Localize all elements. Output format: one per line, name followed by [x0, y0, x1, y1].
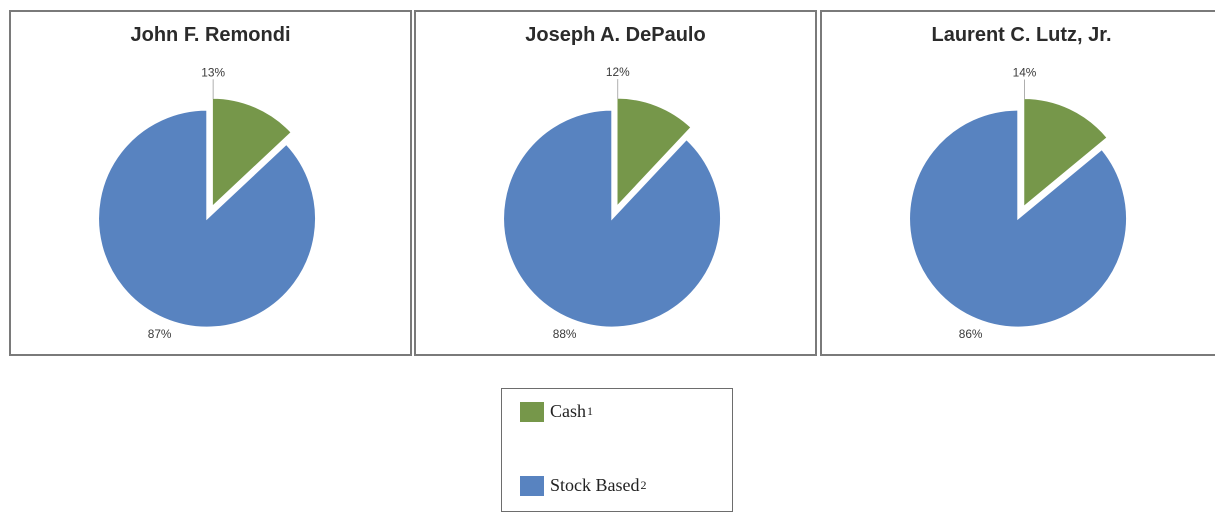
- pie-slice-cash: [1022, 97, 1109, 209]
- slice-percent-label: 86%: [959, 327, 983, 341]
- pie-slice-cash: [211, 97, 293, 209]
- slice-percent-label: 87%: [148, 327, 172, 341]
- chart-title: Laurent C. Lutz, Jr.: [931, 24, 1112, 46]
- legend-swatch-stock-based: [520, 475, 544, 496]
- pie-slice-cash: [616, 97, 693, 209]
- chart-legend: Cash 1 Stock Based 2: [501, 388, 733, 512]
- slice-percent-label: 13%: [201, 65, 225, 79]
- legend-swatch-cash: [520, 401, 544, 422]
- pie-panel-depaulo: Joseph A. DePaulo 12% 88%: [414, 10, 817, 356]
- legend-footnote: 1: [587, 404, 593, 418]
- pie-chart: 13% 87%: [97, 65, 317, 341]
- slice-percent-label: 88%: [553, 327, 577, 341]
- pie-slice-stock-based: [502, 109, 722, 329]
- chart-title: Joseph A. DePaulo: [525, 24, 706, 46]
- chart-title: John F. Remondi: [130, 24, 291, 46]
- pie-slice-stock-based: [908, 109, 1128, 328]
- pie-chart: 14% 86%: [908, 65, 1128, 341]
- pie-panel-remondi: John F. Remondi 13% 87%: [9, 10, 412, 356]
- legend-label: Stock Based: [550, 475, 640, 495]
- pie-panel-lutz: Laurent C. Lutz, Jr. 14% 86%: [820, 10, 1215, 356]
- slice-percent-label: 14%: [1013, 65, 1037, 79]
- slice-percent-label: 12%: [606, 65, 630, 79]
- legend-item-cash: Cash 1: [520, 401, 593, 422]
- legend-footnote: 2: [640, 478, 647, 492]
- pie-chart: 12% 88%: [502, 65, 722, 341]
- pie-slice-stock-based: [97, 109, 317, 329]
- legend-label: Cash: [550, 401, 586, 421]
- legend-item-stock-based: Stock Based 2: [520, 475, 647, 496]
